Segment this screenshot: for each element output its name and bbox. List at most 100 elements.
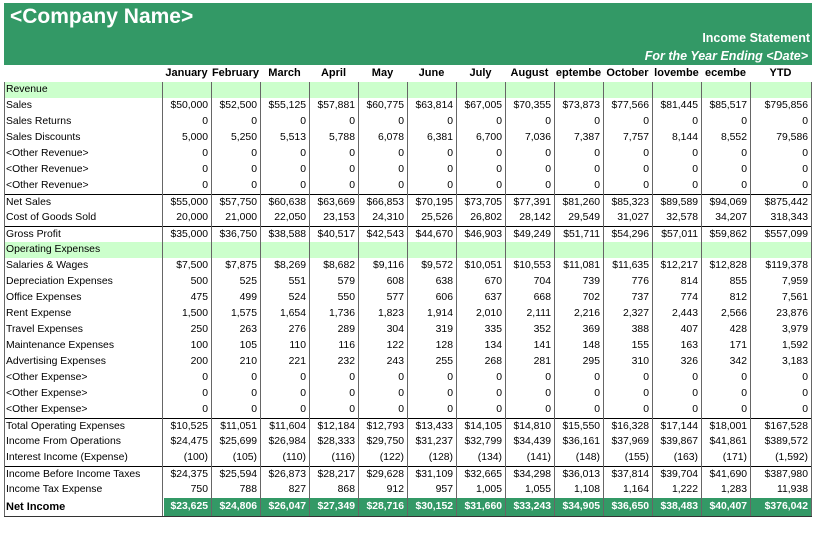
cell-value: 281 bbox=[533, 356, 551, 367]
cell-value: 171 bbox=[729, 340, 747, 351]
cell-value: 7,387 bbox=[573, 132, 600, 143]
column-header: March bbox=[268, 67, 301, 79]
table-row: Cost of Goods Sold 20,000 21,000 22,050 23,1… bbox=[4, 210, 812, 226]
cell-value: 263 bbox=[239, 324, 257, 335]
cell-value: 250 bbox=[190, 324, 208, 335]
grid-line bbox=[260, 82, 261, 516]
cell-value: 0 bbox=[349, 372, 355, 383]
cell-value: 2,566 bbox=[720, 308, 747, 319]
cell-value: $11,051 bbox=[220, 421, 257, 432]
cell-value: 550 bbox=[337, 292, 355, 303]
cell-value: $85,323 bbox=[611, 197, 649, 208]
grid-line bbox=[309, 82, 310, 516]
cell-value: 0 bbox=[251, 388, 257, 399]
cell-value: $34,439 bbox=[513, 436, 551, 447]
cell-value: 1,005 bbox=[475, 484, 502, 495]
table-row: Maintenance Expenses 100 105 110 116 122 128 13… bbox=[4, 338, 812, 354]
cell-value: (110) bbox=[282, 452, 307, 463]
cell-value: $23,625 bbox=[170, 501, 208, 512]
cell-value: 606 bbox=[435, 292, 453, 303]
cell-value: 0 bbox=[202, 148, 208, 159]
cell-value: 0 bbox=[594, 372, 600, 383]
cell-value: $7,875 bbox=[225, 260, 257, 271]
cell-value: 0 bbox=[202, 404, 208, 415]
cell-value: $66,853 bbox=[366, 197, 404, 208]
cell-value: 704 bbox=[533, 276, 551, 287]
cell-value: $8,269 bbox=[274, 260, 306, 271]
cell-value: 155 bbox=[631, 340, 649, 351]
cell-value: 0 bbox=[643, 404, 649, 415]
grid-line bbox=[407, 82, 408, 516]
cell-value: (122) bbox=[379, 452, 404, 463]
cell-value: $57,011 bbox=[661, 229, 698, 240]
cell-value: 0 bbox=[692, 388, 698, 399]
column-header: ecembe bbox=[705, 67, 746, 79]
cell-value: 776 bbox=[631, 276, 649, 287]
cell-value: 0 bbox=[594, 148, 600, 159]
table-row: Income Before Income Taxes $24,375 $25,594… bbox=[4, 466, 812, 483]
grid-line bbox=[162, 82, 163, 516]
cell-value: 23,876 bbox=[776, 308, 808, 319]
row-label: <Other Expense> bbox=[6, 372, 88, 383]
company-name: <Company Name> bbox=[10, 5, 194, 28]
cell-value: $34,298 bbox=[513, 469, 551, 480]
cell-value: 369 bbox=[582, 324, 600, 335]
table-row: <Other Expense> 0 0 0 0 0 0 0 0 0 0 0 0 0 bbox=[4, 370, 812, 386]
cell-value: $37,969 bbox=[611, 436, 649, 447]
grid-line bbox=[505, 82, 506, 516]
cell-value: 1,283 bbox=[720, 484, 747, 495]
row-label: <Other Expense> bbox=[6, 404, 88, 415]
cell-value: 26,802 bbox=[470, 212, 502, 223]
cell-value: $60,638 bbox=[268, 197, 306, 208]
cell-value: 0 bbox=[300, 164, 306, 175]
cell-value: 912 bbox=[386, 484, 404, 495]
cell-value: 8,144 bbox=[671, 132, 698, 143]
cell-value: $51,711 bbox=[563, 229, 600, 240]
cell-value: $29,750 bbox=[366, 436, 404, 447]
cell-value: 110 bbox=[289, 340, 306, 351]
title-banner: <Company Name> Income Statement For the … bbox=[4, 3, 812, 65]
cell-value: $8,682 bbox=[323, 260, 355, 271]
cell-value: $36,750 bbox=[219, 229, 257, 240]
cell-value: $46,903 bbox=[464, 229, 502, 240]
cell-value: $63,814 bbox=[415, 100, 453, 111]
cell-value: $9,116 bbox=[372, 260, 404, 271]
column-header: lovembe bbox=[654, 67, 699, 79]
cell-value: 0 bbox=[741, 388, 747, 399]
cell-value: 788 bbox=[239, 484, 257, 495]
cell-value: $31,660 bbox=[464, 501, 502, 512]
grid-line bbox=[211, 82, 212, 516]
cell-value: (148) bbox=[575, 452, 600, 463]
cell-value: 1,654 bbox=[279, 308, 306, 319]
cell-value: 0 bbox=[802, 180, 808, 191]
cell-value: $119,378 bbox=[765, 260, 808, 271]
cell-value: $37,814 bbox=[611, 469, 649, 480]
cell-value: $70,355 bbox=[513, 100, 551, 111]
table-row: Sales $50,000 $52,500 $55,125 $57,881 $60,775… bbox=[4, 98, 812, 114]
cell-value: $35,000 bbox=[170, 229, 208, 240]
row-label: Interest Income (Expense) bbox=[6, 452, 128, 463]
cell-value: $55,125 bbox=[268, 100, 306, 111]
cell-value: 0 bbox=[447, 404, 453, 415]
cell-value: $67,005 bbox=[464, 100, 502, 111]
cell-value: $73,873 bbox=[562, 100, 600, 111]
cell-value: 737 bbox=[631, 292, 649, 303]
cell-value: 148 bbox=[582, 340, 600, 351]
cell-value: $24,375 bbox=[170, 469, 208, 480]
cell-value: 2,111 bbox=[526, 308, 551, 319]
cell-value: $52,500 bbox=[219, 100, 257, 111]
cell-value: 23,153 bbox=[323, 212, 355, 223]
cell-value: $85,517 bbox=[709, 100, 747, 111]
cell-value: 0 bbox=[251, 148, 257, 159]
cell-value: 326 bbox=[680, 356, 698, 367]
cell-value: 608 bbox=[386, 276, 404, 287]
cell-value: $50,000 bbox=[170, 100, 208, 111]
column-header: February bbox=[211, 67, 260, 79]
cell-value: 210 bbox=[239, 356, 257, 367]
cell-value: 243 bbox=[386, 356, 404, 367]
cell-value: 7,757 bbox=[622, 132, 649, 143]
cell-value: 0 bbox=[594, 404, 600, 415]
cell-value: $26,873 bbox=[268, 469, 306, 480]
cell-value: 0 bbox=[802, 404, 808, 415]
